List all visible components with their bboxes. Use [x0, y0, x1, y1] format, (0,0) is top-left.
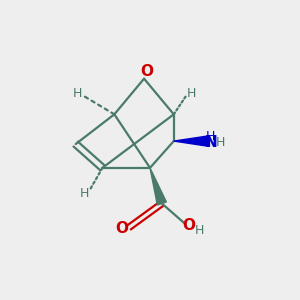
Text: H: H [216, 136, 225, 149]
Text: O: O [115, 221, 128, 236]
Polygon shape [174, 136, 209, 146]
Text: H: H [206, 130, 216, 143]
Text: H: H [187, 87, 196, 100]
Text: H: H [194, 224, 204, 237]
Text: O: O [140, 64, 154, 79]
Polygon shape [150, 168, 166, 205]
Text: H: H [73, 87, 82, 100]
Text: O: O [182, 218, 195, 233]
Text: H: H [80, 187, 89, 200]
Text: N: N [205, 135, 217, 150]
